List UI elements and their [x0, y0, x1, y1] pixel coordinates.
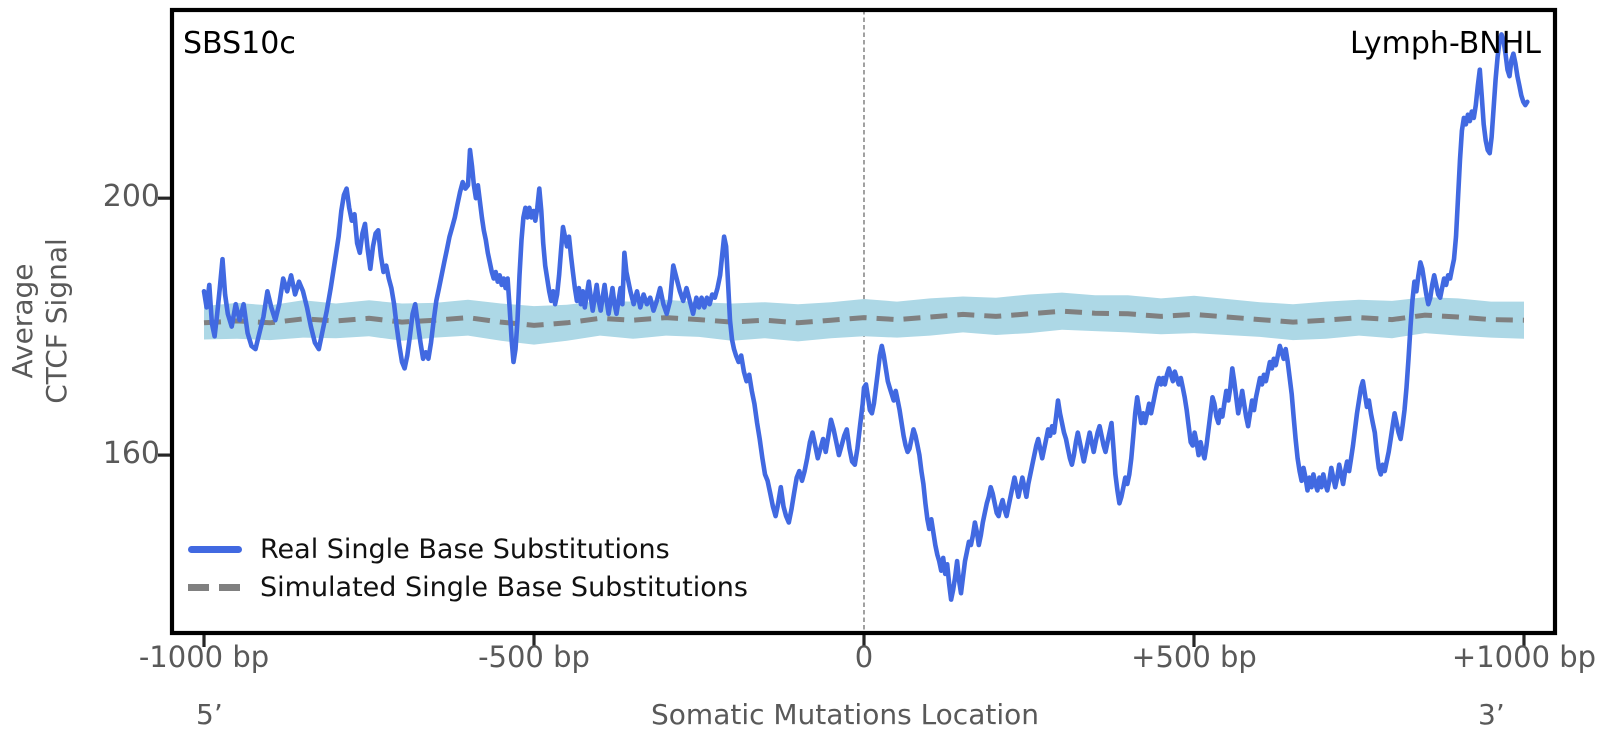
x-tick-label-zero: 0: [854, 640, 874, 674]
cancer-type-label: Lymph-BNHL: [1349, 26, 1541, 61]
legend-label-simulated: Simulated Single Base Substitutions: [260, 571, 748, 603]
real-sbs-line: [201, 32, 1530, 602]
simulated-line-swatch-icon: [188, 583, 244, 591]
simulated-sbs-line: [203, 308, 1525, 328]
y-axis-label-line1: Average: [6, 263, 39, 379]
x-axis-label: Somatic Mutations Location: [651, 698, 1039, 731]
real-line-swatch-icon: [188, 545, 244, 553]
legend-item-simulated: Simulated Single Base Substitutions: [188, 568, 748, 606]
legend-item-real: Real Single Base Substitutions: [188, 530, 748, 568]
x-tick-label-minus500: -500 bp: [478, 640, 590, 674]
five-prime-label: 5’: [196, 698, 223, 731]
legend: Real Single Base Substitutions Simulated…: [188, 530, 748, 606]
signature-label: SBS10c: [183, 26, 296, 61]
x-tick-label-minus1000: -1000 bp: [138, 640, 270, 674]
plot-border: [169, 7, 1558, 636]
y-tick-label-160: 160: [102, 436, 160, 471]
x-tick-label-plus1000: +1000 bp: [1451, 640, 1597, 674]
three-prime-label: 3’: [1478, 698, 1505, 731]
legend-label-real: Real Single Base Substitutions: [260, 533, 670, 565]
y-axis-label-line2: CTCF Signal: [40, 238, 73, 404]
y-axis-label: Average CTCF Signal: [6, 238, 74, 404]
y-tick-label-200: 200: [102, 179, 160, 214]
x-tick-label-plus500: +500 bp: [1131, 640, 1257, 674]
